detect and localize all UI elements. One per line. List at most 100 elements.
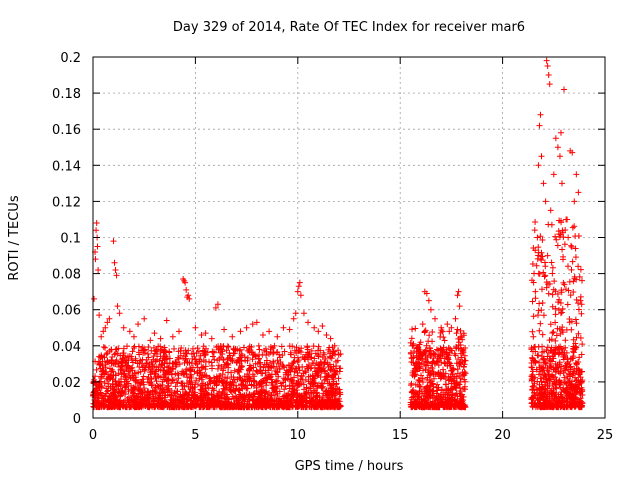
noise-point (228, 374, 235, 381)
noise-point (435, 384, 442, 391)
noise-point (536, 397, 543, 404)
y-tick-label: 0.16 (52, 123, 81, 138)
noise-point (273, 349, 280, 356)
noise-point (532, 218, 539, 225)
noise-point (532, 295, 539, 302)
y-tick-label: 0.14 (52, 159, 81, 174)
noise-point (538, 378, 545, 385)
noise-point (181, 370, 188, 377)
noise-point (451, 397, 458, 404)
noise-point (218, 346, 225, 353)
noise-point (549, 374, 556, 381)
noise-point (412, 325, 419, 332)
noise-point (291, 368, 298, 375)
data-point (297, 292, 304, 299)
noise-point (303, 394, 310, 401)
noise-point (96, 353, 103, 360)
data-point (104, 319, 111, 326)
noise-point (309, 373, 316, 380)
noise-point (437, 395, 444, 402)
noise-point (560, 378, 567, 385)
noise-point (529, 298, 536, 305)
noise-point (176, 361, 183, 368)
noise-point (569, 372, 576, 379)
noise-point (308, 354, 315, 361)
data-point (157, 335, 164, 342)
noise-point (312, 350, 319, 357)
noise-point (297, 349, 304, 356)
noise-point (155, 402, 162, 409)
noise-point (569, 390, 576, 397)
data-point (96, 312, 103, 319)
noise-point (435, 404, 442, 411)
noise-point (537, 368, 544, 375)
noise-point (561, 241, 568, 248)
noise-point (275, 373, 282, 380)
data-point (444, 321, 451, 328)
noise-point (157, 367, 164, 374)
data-point (151, 330, 158, 337)
data-point (425, 297, 432, 304)
noise-point (306, 350, 313, 357)
noise-point (139, 390, 146, 397)
noise-point (540, 355, 547, 362)
noise-point (541, 359, 548, 366)
noise-point (125, 357, 132, 364)
noise-point (98, 395, 105, 402)
noise-point (551, 395, 558, 402)
noise-point (320, 390, 327, 397)
noise-point (246, 367, 253, 374)
noise-point (162, 356, 169, 363)
noise-point (576, 390, 583, 397)
noise-point (455, 342, 462, 349)
noise-point (155, 363, 162, 370)
noise-point (564, 358, 571, 365)
noise-point (282, 383, 289, 390)
noise-point (434, 387, 441, 394)
noise-point (427, 370, 434, 377)
noise-point (197, 352, 204, 359)
noise-point (146, 401, 153, 408)
noise-point (225, 362, 232, 369)
noise-point (217, 372, 224, 379)
noise-point (164, 377, 171, 384)
y-tick-label: 0 (73, 412, 81, 427)
noise-point (418, 404, 425, 411)
noise-point (568, 266, 575, 273)
noise-point (565, 391, 572, 398)
noise-point (540, 374, 547, 381)
noise-point (335, 375, 342, 382)
noise-point (202, 363, 209, 370)
noise-point (327, 397, 334, 404)
noise-point (303, 384, 310, 391)
noise-point (566, 278, 573, 285)
noise-point (333, 368, 340, 375)
noise-point (228, 384, 235, 391)
noise-point (445, 391, 452, 398)
x-tick-label: 5 (191, 428, 199, 443)
data-point (280, 324, 287, 331)
noise-point (278, 343, 285, 350)
noise-point (535, 244, 542, 251)
noise-point (160, 349, 167, 356)
noise-point (119, 367, 126, 374)
data-point (249, 321, 256, 328)
noise-point (434, 402, 441, 409)
noise-point (542, 388, 549, 395)
noise-point (114, 381, 121, 388)
noise-point (219, 389, 226, 396)
noise-point (558, 289, 565, 296)
noise-point (547, 400, 554, 407)
noise-point (327, 384, 334, 391)
noise-point (533, 366, 540, 373)
noise-point (293, 396, 300, 403)
noise-point (570, 343, 577, 350)
noise-point (123, 381, 130, 388)
noise-point (444, 404, 451, 411)
noise-point (255, 355, 262, 362)
noise-point (191, 384, 198, 391)
noise-point (202, 385, 209, 392)
noise-point (330, 380, 337, 387)
noise-point (288, 378, 295, 385)
noise-point (453, 330, 460, 337)
